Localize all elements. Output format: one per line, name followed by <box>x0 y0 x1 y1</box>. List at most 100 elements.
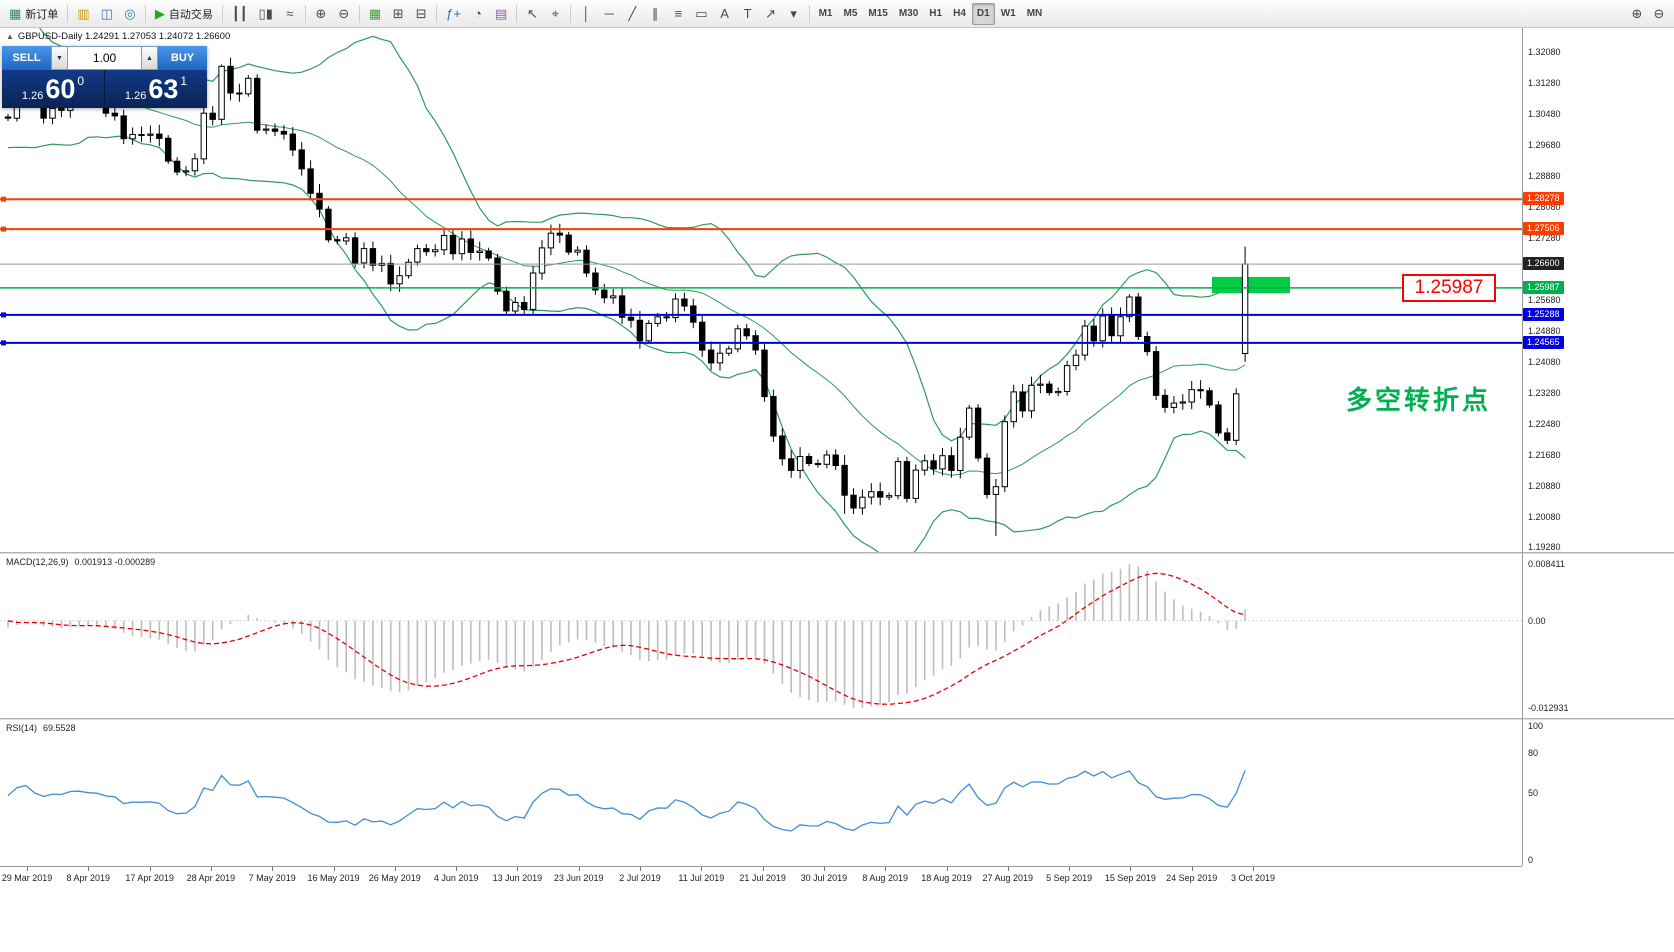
time-axis[interactable]: 29 Mar 2019 8 Apr 2019 17 Apr 2019 28 Apr 2… <box>0 866 1522 886</box>
market-watch-button[interactable]: ▥ <box>72 3 94 25</box>
price-axis-separator <box>1522 28 1523 866</box>
date-tick <box>1069 867 1071 871</box>
tile-windows-button-icon: ⊞ <box>392 6 404 21</box>
arrow-tools-dropdown-icon: ▾ <box>790 6 797 21</box>
data-window-button-icon: ◫ <box>100 6 113 21</box>
magnifier-minus-button[interactable]: ⊖ <box>1648 3 1670 25</box>
toolbar-separator <box>808 4 810 23</box>
sell-price-major: 1.26 <box>21 90 44 102</box>
date-tick <box>149 867 151 871</box>
volume-down-button[interactable]: ▼ <box>51 46 68 70</box>
volume-input[interactable] <box>68 46 141 70</box>
channel-button[interactable]: ∥ <box>644 3 666 25</box>
rsi-panel-canvas[interactable] <box>0 720 1522 866</box>
date-tick <box>1253 867 1254 871</box>
bar-chart-button[interactable]: ┃┃ <box>227 3 253 25</box>
buy-price-button[interactable]: 1.26 63 1 <box>105 70 207 108</box>
date-tick <box>640 867 641 871</box>
arrow-tools-button[interactable]: ↗ <box>760 3 782 25</box>
price-tag-support-line-1: 1.25288 <box>1523 307 1564 321</box>
sell-button[interactable]: SELL <box>2 46 51 70</box>
date-label: 23 Jun 2019 <box>553 873 604 883</box>
date-tick <box>27 867 28 871</box>
timeframe-m1-button[interactable]: M1 <box>814 3 838 25</box>
price-axis-label: 1.21680 <box>1528 449 1561 460</box>
fibonacci-button[interactable]: ≡ <box>667 3 689 25</box>
date-tick <box>1191 867 1193 871</box>
zoom-out-button-icon: ⊖ <box>338 6 350 21</box>
timeframe-h4-button[interactable]: H4 <box>948 3 971 25</box>
label-button-icon: T <box>743 6 752 21</box>
volume-up-button[interactable]: ▲ <box>141 46 158 70</box>
buy-button[interactable]: BUY <box>158 46 207 70</box>
autotrading-button[interactable]: ▶ 自动交易 <box>150 3 218 25</box>
date-tick <box>762 867 764 871</box>
bar-chart-button-icon: ┃┃ <box>231 6 248 21</box>
crosshair-button-icon: ⌖ <box>551 6 559 21</box>
horizontal-line-button[interactable]: ─ <box>598 3 620 25</box>
vertical-line-button[interactable]: │ <box>575 3 597 25</box>
date-label: 17 Apr 2019 <box>125 873 174 883</box>
data-window-button[interactable]: ◫ <box>96 3 118 25</box>
price-chart-canvas[interactable] <box>0 28 1522 552</box>
price-axis-label: 1.20880 <box>1528 480 1561 491</box>
date-label: 5 Sep 2019 <box>1046 873 1093 883</box>
toolbar-right-group: ⊕ ⊖ <box>1626 3 1670 25</box>
cascade-windows-button[interactable]: ⊟ <box>410 3 432 25</box>
timeframe-m15-button[interactable]: M15 <box>863 3 892 25</box>
date-label: 24 Sep 2019 <box>1166 873 1218 883</box>
date-tick <box>823 867 825 871</box>
text-button[interactable]: A <box>714 3 736 25</box>
timeframe-d1-button[interactable]: D1 <box>971 2 995 25</box>
price-axis-label: 1.32080 <box>1528 47 1561 57</box>
price-tag-pivot-line: 1.25987 <box>1523 280 1564 294</box>
price-axis-label: 1.31280 <box>1528 77 1561 88</box>
macd-panel-canvas[interactable] <box>0 554 1522 718</box>
zoom-out-button[interactable]: ⊖ <box>333 3 355 25</box>
rsi-label: RSI(14) 69.5528 <box>6 723 82 733</box>
label-button[interactable]: T <box>737 3 759 25</box>
new-order-button[interactable]: ▦ 新订单 <box>4 3 63 25</box>
panel-separator-macd[interactable] <box>0 552 1674 554</box>
line-chart-button[interactable]: ≈ <box>279 3 301 25</box>
price-axis-label: 1.28080 <box>1528 201 1561 212</box>
date-label: 7 May 2019 <box>248 873 296 883</box>
one-click-toggle-icon[interactable]: ▲ <box>6 32 14 41</box>
timeframe-w1-button[interactable]: W1 <box>996 3 1021 25</box>
date-tick <box>333 867 335 871</box>
macd-axis-label: -0.012931 <box>1528 703 1569 713</box>
magnifier-plus-button[interactable]: ⊕ <box>1626 3 1648 25</box>
buy-price-pips: 63 <box>148 74 179 104</box>
date-label: 11 Jul 2019 <box>678 873 725 883</box>
crosshair-button[interactable]: ⌖ <box>544 3 566 25</box>
rsi-axis-label: 50 <box>1528 788 1539 798</box>
date-tick <box>1007 867 1009 871</box>
trendline-button[interactable]: ╱ <box>621 3 643 25</box>
date-tick <box>946 867 948 871</box>
price-axis-label: 1.30480 <box>1528 108 1561 119</box>
periods-button[interactable]: ◔ <box>467 3 489 25</box>
zoom-in-button[interactable]: ⊕ <box>310 3 332 25</box>
price-axis-label: 1.24880 <box>1528 325 1561 336</box>
templates-button[interactable]: ▤ <box>490 3 512 25</box>
timeframe-h1-button[interactable]: H1 <box>924 3 947 25</box>
indicators-button[interactable]: ƒ+ <box>441 3 466 25</box>
tile-windows-button[interactable]: ⊞ <box>387 3 409 25</box>
panel-separator-rsi[interactable] <box>0 718 1674 720</box>
cursor-button[interactable]: ↖ <box>521 3 543 25</box>
timeframe-m30-button[interactable]: M30 <box>894 3 923 25</box>
timeframe-d1-button-label: D1 <box>976 8 990 19</box>
date-label: 8 Aug 2019 <box>862 873 908 883</box>
shapes-button[interactable]: ▭ <box>690 3 712 25</box>
sell-price-button[interactable]: 1.26 60 0 <box>2 70 105 108</box>
candlestick-chart-button[interactable]: ▯▮ <box>254 3 278 25</box>
auto-arrange-button[interactable]: ▦ <box>364 3 386 25</box>
templates-button-icon: ▤ <box>494 6 508 21</box>
timeframe-m5-button-label: M5 <box>843 8 858 19</box>
navigator-button[interactable]: ◎ <box>119 3 141 25</box>
price-callout: 1.25987 <box>1402 274 1496 302</box>
arrow-tools-dropdown[interactable]: ▾ <box>783 3 805 25</box>
timeframe-m5-button[interactable]: M5 <box>838 3 862 25</box>
timeframe-mn-button[interactable]: MN <box>1022 3 1048 25</box>
indicators-button-icon: ƒ+ <box>446 6 461 21</box>
